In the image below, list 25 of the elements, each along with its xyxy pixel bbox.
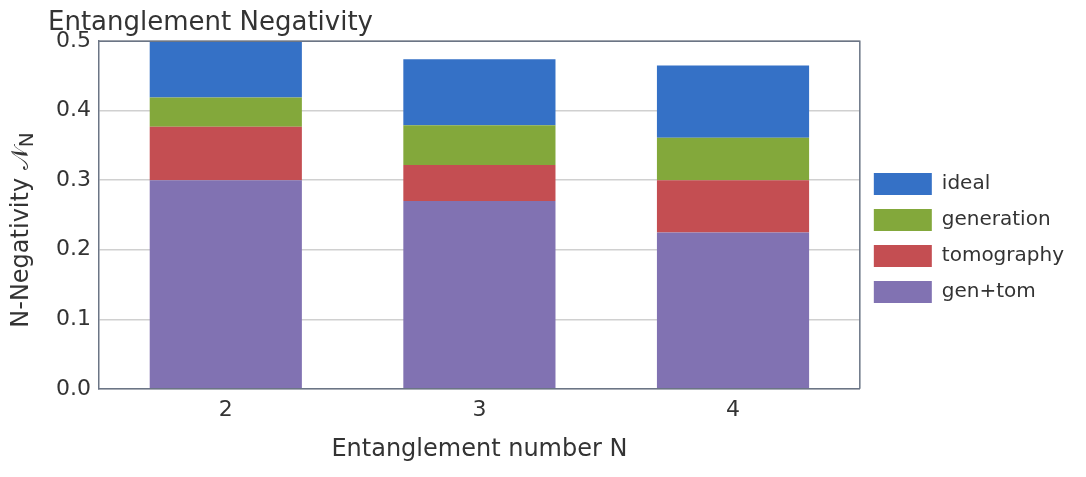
legend-label: ideal bbox=[941, 170, 991, 195]
bar bbox=[656, 65, 810, 138]
bar bbox=[656, 137, 810, 181]
bar bbox=[149, 41, 302, 98]
legend-label: gen+tom bbox=[941, 278, 1036, 303]
legend-label: generation bbox=[941, 206, 1051, 231]
bar bbox=[656, 180, 810, 233]
x-tick-label: 3 bbox=[472, 395, 487, 421]
bar bbox=[403, 125, 556, 165]
bar bbox=[403, 59, 556, 126]
y-tick-label: 0.0 bbox=[55, 374, 91, 400]
bar bbox=[656, 232, 810, 389]
y-tick-label: 0.4 bbox=[55, 96, 91, 122]
x-tick-label: 4 bbox=[726, 395, 741, 421]
y-tick-label: 0.3 bbox=[55, 165, 91, 191]
legend-label: tomography bbox=[941, 242, 1065, 267]
bar bbox=[149, 180, 302, 389]
bar bbox=[403, 201, 556, 389]
x-tick-label: 2 bbox=[218, 395, 233, 421]
x-axis-title: Entanglement number N bbox=[331, 433, 628, 462]
y-tick-label: 0.2 bbox=[55, 235, 91, 261]
y-tick-label: 0.1 bbox=[55, 305, 91, 330]
bar bbox=[403, 164, 556, 202]
bar bbox=[149, 126, 302, 181]
bar bbox=[149, 97, 302, 127]
